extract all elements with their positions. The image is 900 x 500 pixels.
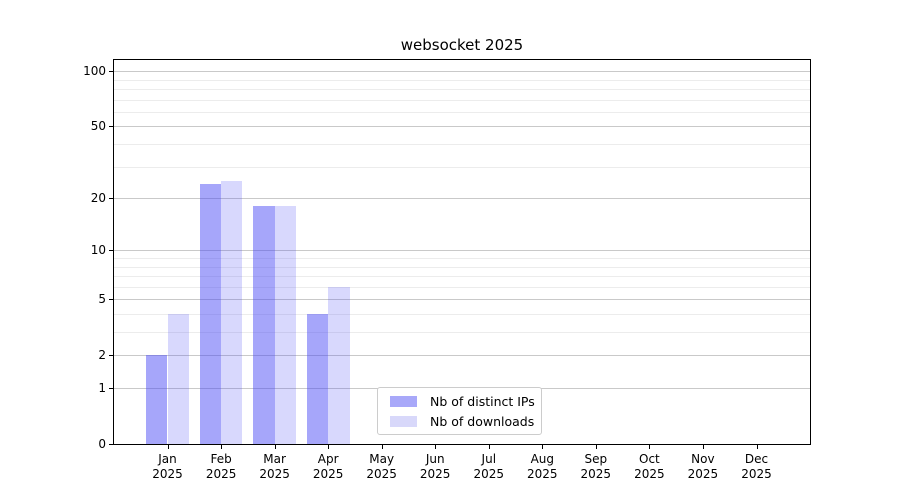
legend-swatch-distinct-ips [390,395,417,407]
x-tick-label: Jun 2025 [419,452,451,481]
minor-gridline [114,258,810,259]
legend-label-distinct-ips: Nb of distinct IPs [430,393,535,409]
minor-gridline [114,276,810,277]
legend: Nb of distinct IPs Nb of downloads [377,387,542,435]
x-tick-mark [328,445,330,449]
minor-gridline [114,166,810,168]
y-tick-mark [109,198,113,200]
minor-gridline [114,144,810,145]
bar-distinct-ips [146,355,168,444]
x-tick-mark [221,445,223,449]
bar-distinct-ips [306,314,329,444]
bar-distinct-ips [199,184,222,444]
major-gridline [114,299,810,301]
y-tick-label: 20 [90,191,106,206]
x-tick-mark [381,445,383,449]
x-tick-mark [435,445,437,449]
bar-downloads [274,206,296,444]
y-tick-label: 0 [98,437,106,451]
bar-downloads [167,314,189,444]
y-tick-mark [109,355,113,357]
y-tick-label: 5 [98,292,106,307]
x-tick-label: Dec 2025 [741,452,772,481]
y-tick-mark [109,250,113,252]
y-tick-label: 1 [98,381,106,395]
x-tick-mark [756,445,758,449]
minor-gridline [114,79,810,81]
minor-gridline [114,99,810,101]
major-gridline [114,355,810,357]
legend-item-downloads: Nb of downloads [386,413,535,430]
x-tick-mark [167,445,169,449]
x-tick-label: May 2025 [366,452,397,481]
legend-label-downloads: Nb of downloads [430,413,535,429]
legend-item-distinct-ips: Nb of distinct IPs [386,393,535,410]
plot-area [113,59,811,445]
x-tick-label: Nov 2025 [687,452,719,481]
y-tick-label: 100 [83,64,106,79]
x-tick-mark [274,445,276,449]
x-tick-label: Oct 2025 [634,452,665,481]
y-tick-mark [109,388,113,389]
x-tick-mark [488,445,490,449]
x-tick-mark [649,445,651,449]
minor-gridline [114,89,810,90]
minor-gridline [114,266,810,268]
y-tick-label: 50 [90,119,106,134]
bar-downloads [221,180,243,444]
x-tick-label: Apr 2025 [312,452,344,481]
chart-title: websocket 2025 [400,36,524,54]
x-tick-label: Jan 2025 [152,452,183,481]
bar-downloads [328,286,350,444]
x-tick-label: Mar 2025 [259,452,290,481]
x-tick-label: Aug 2025 [527,452,558,481]
x-tick-label: Feb 2025 [205,452,237,481]
minor-gridline [114,111,810,113]
y-tick-label: 2 [98,348,106,363]
minor-gridline [114,332,810,333]
y-tick-mark [109,71,113,73]
y-tick-mark [109,444,113,445]
x-tick-mark [702,445,704,449]
major-gridline [114,198,810,200]
y-tick-label: 10 [90,243,106,258]
x-tick-label: Jul 2025 [473,452,505,481]
legend-swatch-downloads [390,415,417,427]
x-tick-label: Sep 2025 [580,452,612,481]
major-gridline [114,126,810,128]
major-gridline [114,71,810,73]
y-tick-mark [109,299,113,301]
x-tick-mark [595,445,597,449]
minor-gridline [114,286,810,288]
minor-gridline [114,314,810,315]
x-tick-mark [542,445,544,449]
major-gridline [114,250,810,252]
bar-distinct-ips [253,206,275,444]
y-tick-mark [109,126,113,128]
